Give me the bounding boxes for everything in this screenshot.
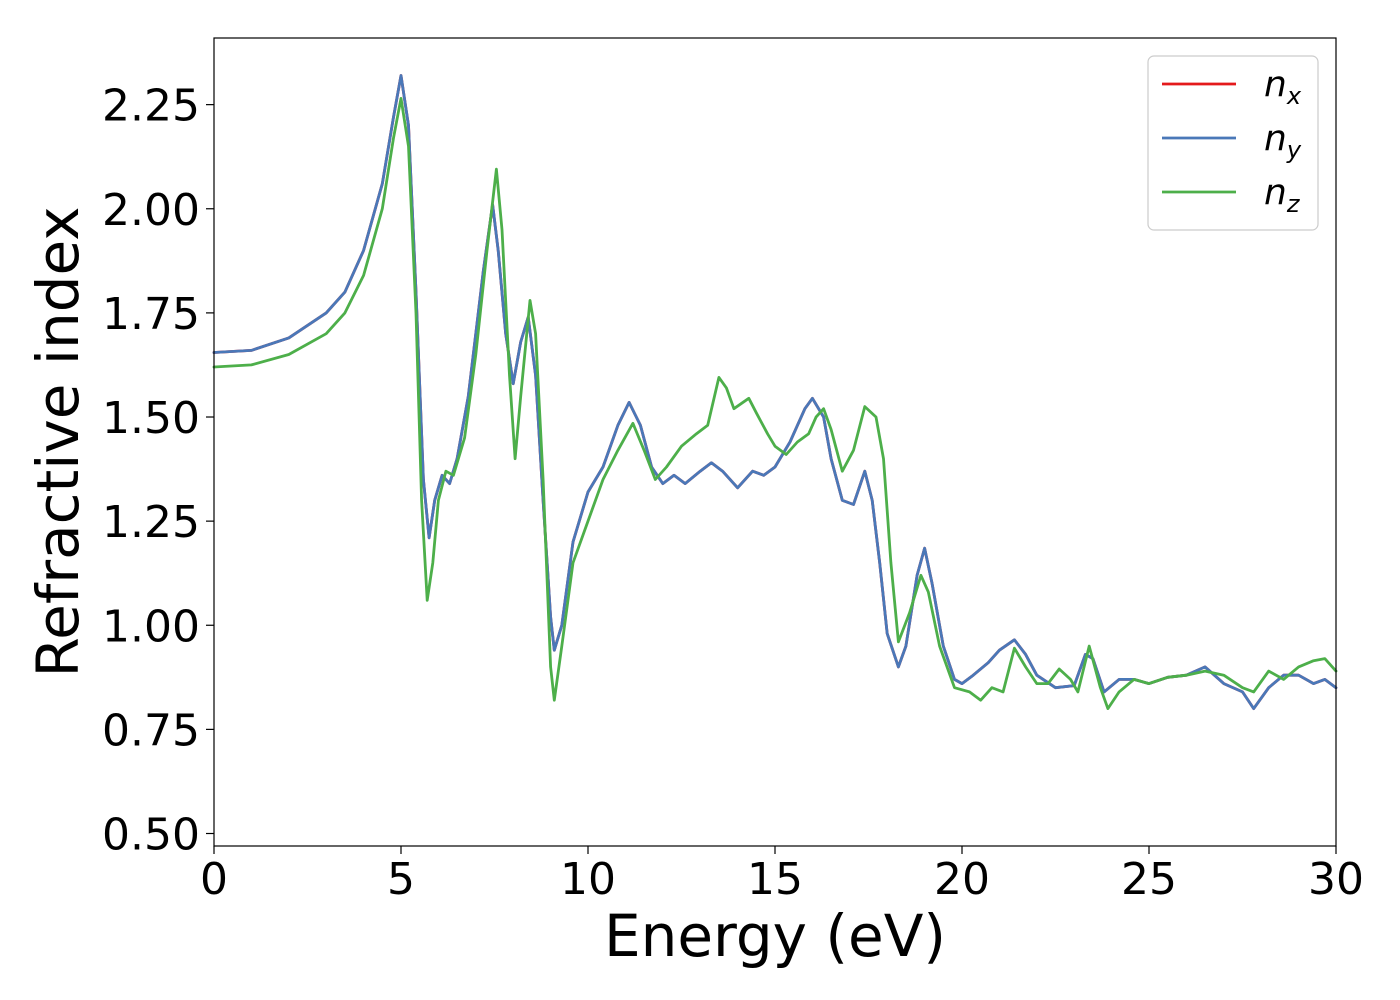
x-tick-label: 10: [560, 854, 616, 905]
y-tick-label: 2.00: [102, 185, 200, 236]
y-tick-label: 1.00: [102, 601, 200, 652]
y-tick-label: 0.75: [102, 705, 200, 756]
y-tick-label: 1.75: [102, 289, 200, 340]
legend-label-nx: nx: [1264, 64, 1302, 110]
series-lines: [212, 74, 1338, 710]
x-tick-label: 30: [1308, 854, 1364, 905]
x-tick-label: 20: [934, 854, 990, 905]
x-tick-label: 0: [200, 854, 228, 905]
axis-ticks: 0 5 10 15 20 25 30 0.50 0.75 1.00 1.25 1.50 1.75 2.00…: [102, 81, 1364, 905]
y-tick-label: 1.50: [102, 393, 200, 444]
y-tick-label: 2.25: [102, 81, 200, 132]
x-tick-label: 5: [387, 854, 415, 905]
legend-box: [1147, 55, 1319, 231]
x-tick-label: 15: [747, 854, 803, 905]
x-axis-label: Energy (eV): [604, 902, 946, 970]
y-axis-label: Refractive index: [24, 206, 92, 677]
y-tick-label: 1.25: [102, 497, 200, 548]
y-tick-label: 0.50: [102, 810, 200, 861]
series-line-ny: [212, 74, 1338, 710]
legend-label-ny: ny: [1264, 118, 1302, 164]
x-tick-label: 25: [1121, 854, 1177, 905]
series-line-nz: [212, 97, 1338, 710]
